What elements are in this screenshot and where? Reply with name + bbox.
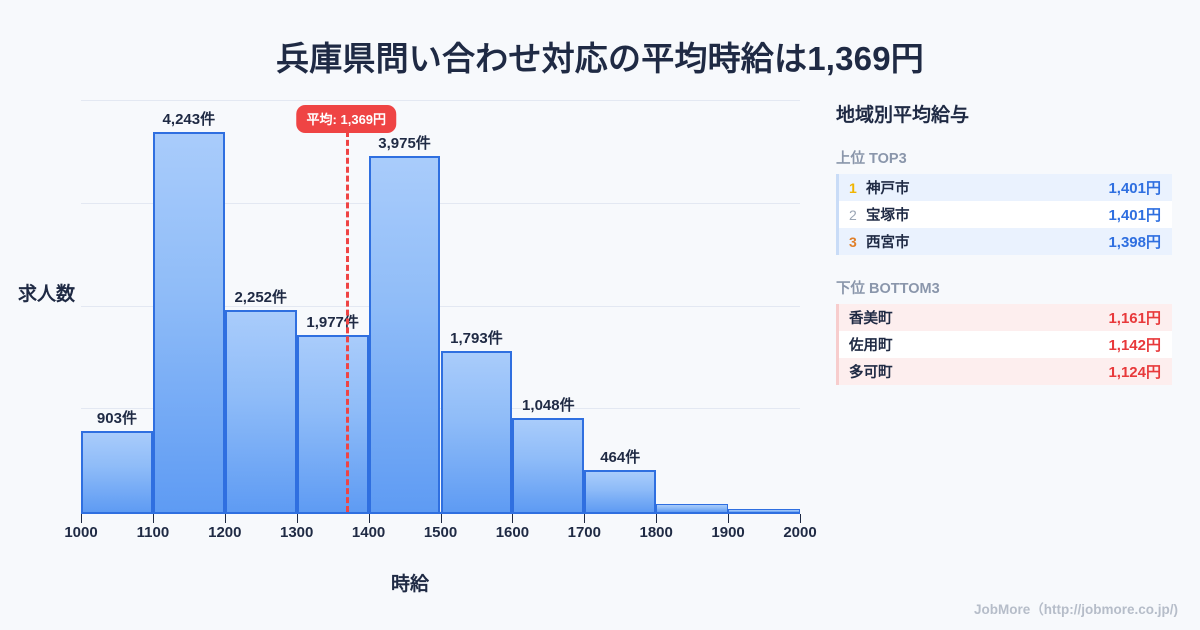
- bar: 903件: [81, 410, 153, 512]
- bar-value-label: 4,243件: [162, 110, 216, 128]
- x-tick: [224, 514, 226, 523]
- bar: [728, 508, 800, 512]
- bar: 464件: [584, 449, 657, 512]
- x-tick-label: 1300: [280, 524, 314, 541]
- rank-city-name: 西宮市: [866, 235, 910, 251]
- bar: [656, 503, 729, 512]
- average-line: [346, 131, 350, 512]
- x-tick: [296, 514, 298, 523]
- rank-wage-value: 1,161円: [1108, 310, 1161, 327]
- gridline: [81, 306, 800, 307]
- x-tick-label: 1200: [208, 524, 242, 541]
- bottom3-table: 香美町 1,161円佐用町 1,142円多可町 1,124円: [836, 304, 1172, 385]
- rank-wage-value: 1,398円: [1108, 234, 1161, 251]
- x-axis-baseline: [81, 512, 800, 514]
- x-tick: [656, 514, 658, 523]
- gridline: [81, 100, 800, 101]
- bar: 1,793件: [440, 330, 513, 512]
- rank-row: 香美町 1,161円: [839, 304, 1172, 331]
- x-tick-label: 1500: [423, 524, 458, 541]
- x-tick-label: 1400: [351, 524, 386, 541]
- rank-number: 1: [849, 179, 857, 196]
- x-tick: [440, 514, 442, 523]
- rank-wage-value: 1,124円: [1108, 364, 1161, 381]
- top3-heading: 上位 TOP3: [836, 151, 907, 167]
- rank-city-name: 多可町: [849, 365, 893, 381]
- rank-city-name: 佐用町: [849, 338, 893, 354]
- bar-value-label: 903件: [96, 410, 137, 428]
- bar-value-label: 2,252件: [234, 289, 288, 307]
- rank-wage-value: 1,401円: [1108, 180, 1161, 197]
- bar-value-label: 1,048件: [522, 397, 575, 415]
- x-tick: [368, 514, 370, 523]
- x-tick-label: 1700: [567, 524, 601, 541]
- rank-number: 2: [849, 206, 857, 223]
- page-title: 兵庫県問い合わせ対応の平均時給は1,369円: [276, 40, 924, 77]
- bar-value-label: 464件: [600, 449, 641, 467]
- rank-row: 佐用町 1,142円: [839, 331, 1172, 358]
- bar-value-label: 3,975件: [378, 134, 431, 152]
- x-tick: [152, 514, 154, 523]
- x-tick: [728, 514, 730, 523]
- rank-city-name: 宝塚市: [866, 208, 910, 224]
- rank-row: 3 西宮市 1,398円: [839, 228, 1172, 255]
- y-axis-title: 求人数: [18, 284, 76, 305]
- x-axis-title: 時給: [390, 574, 429, 595]
- gridline: [81, 203, 800, 204]
- bottom3-heading: 下位 BOTTOM3: [836, 281, 940, 297]
- rank-wage-value: 1,142円: [1108, 337, 1161, 354]
- rank-city-name: 香美町: [849, 311, 893, 327]
- rank-number: 3: [849, 233, 857, 250]
- plot-area: 903件 4,243件 2,252件 1,977件 3,975件 1,793件 1,048件…: [81, 100, 800, 512]
- x-tick: [800, 514, 801, 523]
- regional-salary-panel: 地域別平均給与 上位 TOP3 1 神戸市 1,401円 2 宝塚市 1,401円 3 西宮市…: [836, 100, 1172, 407]
- bar: 4,243件: [152, 111, 225, 512]
- x-tick: [81, 514, 82, 523]
- bar: 1,048件: [512, 397, 585, 512]
- x-tick: [584, 514, 586, 523]
- x-tick-label: 1000: [64, 524, 98, 541]
- x-tick-label: 2000: [783, 524, 817, 541]
- bar-value-label: 1,793件: [450, 330, 503, 348]
- histogram-chart: 求人数 903件 4,243件 2,252件 1,977件 3,975件 1,793件 1,…: [18, 100, 817, 595]
- average-badge: 平均: 1,369円: [296, 105, 397, 133]
- bar: 3,975件: [368, 135, 441, 512]
- rank-wage-value: 1,401円: [1108, 207, 1161, 224]
- rank-city-name: 神戸市: [866, 181, 910, 197]
- bar: 2,252件: [224, 289, 297, 512]
- x-tick-label: 1800: [639, 524, 673, 541]
- x-tick-label: 1900: [711, 524, 745, 541]
- bar: 1,977件: [296, 314, 369, 512]
- footer-credit: JobMore（http://jobmore.co.jp/): [974, 602, 1178, 617]
- top3-table: 1 神戸市 1,401円 2 宝塚市 1,401円 3 西宮市 1,398円: [836, 174, 1172, 255]
- rank-row: 1 神戸市 1,401円: [839, 174, 1172, 201]
- x-tick: [512, 514, 514, 523]
- rank-row: 多可町 1,124円: [839, 358, 1172, 385]
- x-tick-label: 1600: [495, 524, 530, 541]
- rank-row: 2 宝塚市 1,401円: [839, 201, 1172, 228]
- bar-value-label: 1,977件: [306, 313, 359, 331]
- x-tick-label: 1100: [136, 524, 170, 541]
- sidebar-title: 地域別平均給与: [836, 105, 970, 126]
